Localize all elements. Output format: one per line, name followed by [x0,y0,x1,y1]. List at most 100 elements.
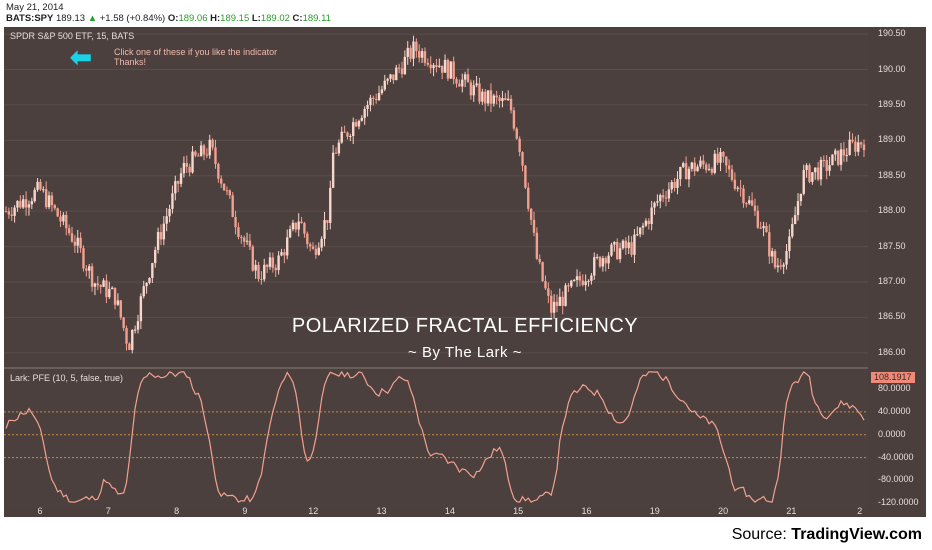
candle-body [283,252,286,256]
pfe-value-badge: 108.1917 [871,372,915,383]
candle-body [463,74,467,80]
candle-body [796,201,800,216]
price-tick-label: 188.50 [878,169,906,180]
candle-body [30,201,34,205]
candle-body [300,221,303,224]
candle-body [478,83,481,102]
candle-body [842,149,846,156]
candle-body [225,190,229,192]
price-tick-label: 186.00 [878,346,906,357]
pane-separator[interactable] [4,367,926,369]
candle-body [171,193,174,209]
candle-body [418,51,421,58]
candle-body [544,280,547,289]
candle-body [673,182,676,189]
candle-body [36,181,39,190]
candle-body [501,98,504,102]
candle-body [194,151,197,156]
candle-body [228,190,232,196]
candle-body [242,237,246,242]
candle-body [234,217,237,228]
time-tick-label: 12 [308,506,319,516]
candle-body [759,227,762,229]
candle-body [400,68,404,75]
candle-body [277,255,280,271]
candle-body [472,85,475,96]
candle-body [42,189,45,191]
candle-body [274,267,277,271]
last-price: 189.13 [55,13,86,24]
candle-body [527,187,530,209]
candle-body [676,179,679,189]
candle-body [7,211,11,215]
candle-body [555,301,559,306]
candle-body [151,263,154,278]
candle-body [776,265,780,268]
candle-body [340,131,343,143]
candle-body [857,142,860,152]
candle-body [308,244,312,247]
candle-body [641,225,645,228]
candle-body [102,280,105,287]
candle-body [271,257,275,268]
price-change: +1.58 (+0.84%) [99,13,166,24]
candle-body [176,181,180,184]
candle-body [702,160,705,165]
candle-body [415,41,418,52]
candle-body [323,220,326,239]
candle-body [512,110,516,129]
candle-body [197,155,200,157]
candle-body [684,163,688,180]
price-axis[interactable]: 190.50 190.00 189.50 189.00 188.50 188.00 187.… [868,27,926,509]
candle-body [245,240,249,242]
up-triangle-icon: ▲ [87,13,98,24]
candle-body [719,151,722,163]
candle-body [44,189,48,208]
candle-body [346,132,349,137]
candle-body [377,93,381,101]
candle-body [550,295,553,313]
candle-body [182,163,186,174]
price-pane[interactable]: SPDR S&P 500 ETF, 15, BATS ⬅ Click one o… [4,27,868,367]
indicator-pane[interactable]: Lark: PFE (10, 5, false, true) [4,369,868,509]
candle-body [406,47,409,57]
candle-body [773,251,777,268]
candle-body [481,91,484,102]
candle-body [791,224,794,237]
pfe-line-chart [4,370,868,503]
candle-body [690,162,694,169]
candle-body [621,240,625,249]
candle-body [73,241,77,246]
candle-body [337,142,341,154]
candle-body [159,232,163,240]
price-tick-label: 190.00 [878,63,906,74]
candle-body [260,278,263,280]
candle-body [730,169,734,180]
candle-body [587,280,590,282]
candle-body [859,142,863,145]
candle-body [320,238,323,248]
candle-body [509,98,513,111]
candle-body [495,95,498,98]
candle-body [831,154,834,166]
arrow-left-icon[interactable]: ⬅ [70,42,92,72]
candle-body [854,141,857,152]
candle-body [627,242,630,249]
candle-body [745,203,748,205]
candle-body [82,248,85,269]
time-tick-label: 9 [242,506,248,516]
candle-body [360,117,364,121]
chart-date: May 21, 2014 [6,2,64,13]
symbol-header: May 21, 2014 BATS:SPY 189.13 ▲ +1.58 (+0… [0,0,932,26]
candle-body [822,159,826,161]
candle-body [39,181,42,190]
candle-body [618,248,622,260]
candle-body [47,195,51,208]
source-credit: Source: TradingView.com [732,526,922,544]
candle-body [56,208,59,217]
candle-body [739,187,742,189]
candle-body [185,163,188,167]
time-axis[interactable]: 6 7 8 9 12 13 14 15 16 19 20 21 2 [4,506,926,517]
candle-body [768,232,771,257]
candle-body [389,74,392,79]
